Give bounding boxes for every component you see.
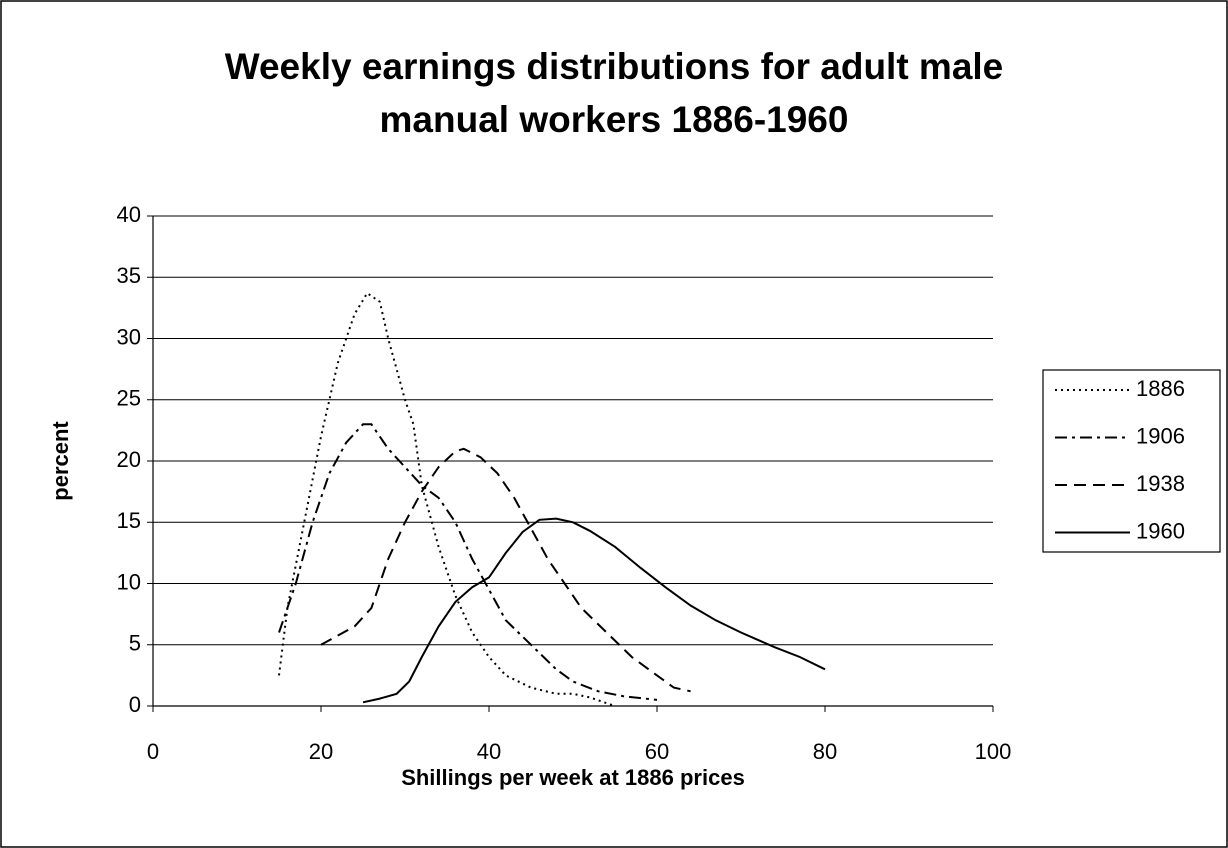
x-tick-label: 20 (309, 739, 333, 764)
data-line (362, 517, 826, 704)
data-line (278, 291, 616, 707)
x-tick-label: 0 (147, 739, 159, 764)
legend-label: 1938 (1136, 471, 1185, 496)
y-axis-label: percent (48, 421, 73, 501)
y-tick-label: 20 (117, 447, 141, 472)
data-line (320, 447, 691, 693)
y-tick-label: 40 (117, 202, 141, 227)
y-tick-label: 5 (129, 631, 141, 656)
x-tick-label: 40 (477, 739, 501, 764)
legend-label: 1906 (1136, 423, 1185, 448)
x-tick-label: 80 (813, 739, 837, 764)
y-tick-label: 30 (117, 324, 141, 349)
x-tick-label: 60 (645, 739, 669, 764)
y-tick-label: 10 (117, 569, 141, 594)
legend-label: 1886 (1136, 376, 1185, 401)
x-tick-label: 100 (975, 739, 1012, 764)
y-tick-label: 0 (129, 692, 141, 717)
y-tick-label: 15 (117, 508, 141, 533)
x-axis-label: Shillings per week at 1886 prices (401, 765, 745, 790)
legend-label: 1960 (1136, 518, 1185, 543)
y-tick-label: 35 (117, 263, 141, 288)
y-tick-label: 25 (117, 386, 141, 411)
legend-box (1042, 369, 1221, 553)
data-line (278, 423, 658, 701)
chart-title: Weekly earnings distributions for adult … (224, 46, 1004, 140)
